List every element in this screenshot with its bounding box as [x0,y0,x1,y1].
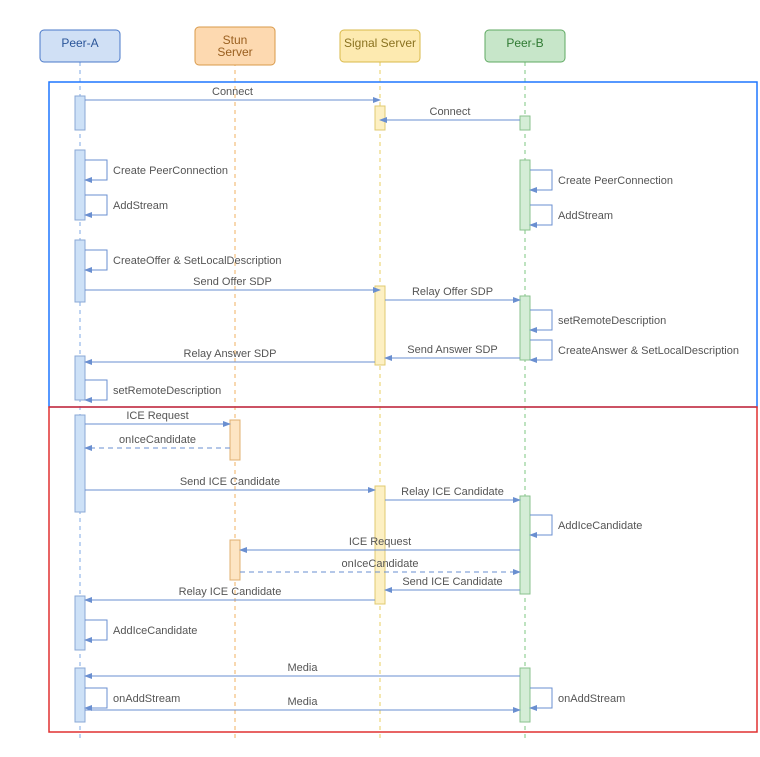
self-message-label: setRemoteDescription [113,385,221,397]
activation-bar [520,160,530,230]
activation-bar [375,286,385,365]
activation-bar [520,116,530,130]
activation-bar [520,496,530,594]
activation-bar [375,106,385,130]
self-message [85,160,107,180]
message-label: onIceCandidate [341,558,418,570]
self-message [85,688,107,708]
self-message-label: onAddStream [113,693,180,705]
message-label: Send ICE Candidate [402,576,502,588]
activation-bar [520,296,530,360]
participant-header: Peer-B [485,30,565,62]
message-label: Connect [430,106,471,118]
self-message [530,688,552,708]
activation-bar [230,540,240,580]
message-label: Connect [212,86,253,98]
message-label: Relay Answer SDP [184,348,277,360]
self-message-label: AddStream [113,200,168,212]
message-label: Send ICE Candidate [180,476,280,488]
self-message-label: AddIceCandidate [558,520,642,532]
self-message [530,170,552,190]
self-message-label: onAddStream [558,693,625,705]
message-label: ICE Request [126,410,188,422]
activation-bar [75,668,85,722]
participant-label: Peer-A [61,36,98,50]
activation-bar [230,420,240,460]
message-label: Relay ICE Candidate [179,586,282,598]
self-message-label: Create PeerConnection [558,175,673,187]
self-message-label: AddIceCandidate [113,625,197,637]
self-message [530,205,552,225]
activation-bar [75,96,85,130]
activation-bar [75,150,85,220]
self-message-label: setRemoteDescription [558,315,666,327]
participant-header: StunServer [195,27,275,65]
message-label: Media [288,696,319,708]
self-message [85,620,107,640]
self-message [530,310,552,330]
activation-bar [520,668,530,722]
activation-bar [75,356,85,400]
message-label: Media [288,662,319,674]
message-label: Relay ICE Candidate [401,486,504,498]
activation-bar [75,415,85,512]
participant-label: Signal Server [344,36,416,50]
self-message [530,340,552,360]
self-message [85,250,107,270]
self-message [85,380,107,400]
activation-bar [75,596,85,650]
self-message [85,195,107,215]
participant-header: Signal Server [340,30,420,62]
self-message-label: CreateOffer & SetLocalDescription [113,255,282,267]
participant-header: Peer-A [40,30,120,62]
sequence-diagram: Connect Connect Create PeerConnection AddSt… [0,0,760,757]
message-label: Send Answer SDP [407,344,498,356]
self-message [530,515,552,535]
participant-label: Server [217,45,252,59]
message-label: onIceCandidate [119,434,196,446]
self-message-label: Create PeerConnection [113,165,228,177]
self-message-label: CreateAnswer & SetLocalDescription [558,345,739,357]
message-label: Send Offer SDP [193,276,272,288]
self-message-label: AddStream [558,210,613,222]
message-label: Relay Offer SDP [412,286,493,298]
activation-bar [75,240,85,302]
message-label: ICE Request [349,536,411,548]
participant-label: Peer-B [506,36,543,50]
